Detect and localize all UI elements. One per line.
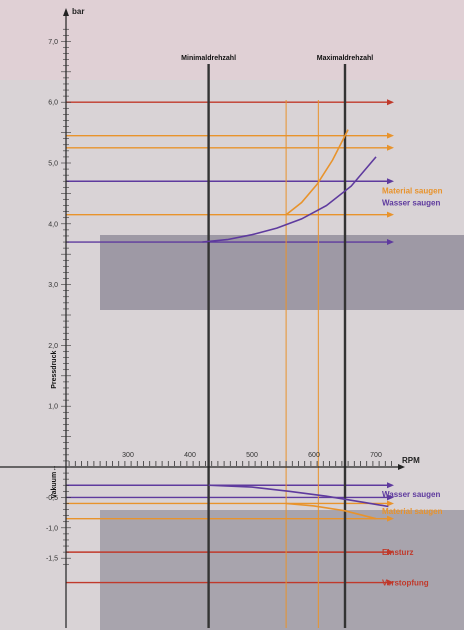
y-axis-label-negative: Vakuum <box>51 472 58 499</box>
svg-text:Vakuum: Vakuum <box>51 472 58 499</box>
level-arrow <box>387 515 394 522</box>
x-tick-label: 600 <box>308 452 320 459</box>
level-arrow <box>387 494 394 501</box>
y-axis-unit: bar <box>72 7 84 16</box>
svg-text:Pressdruck: Pressdruck <box>51 351 58 389</box>
x-tick-label: 700 <box>370 452 382 459</box>
annotation-label: Einsturz <box>382 548 414 557</box>
annotation-label: Wasser saugen <box>382 199 441 208</box>
y-tick-label: 5,0 <box>48 161 58 168</box>
annotation-label: Material saugen <box>382 186 443 195</box>
y-tick-label: 3,0 <box>48 282 58 289</box>
level-arrow <box>387 99 394 106</box>
y-tick-label: 1,0 <box>48 404 58 411</box>
level-arrow <box>387 579 394 586</box>
x-tick-label: 400 <box>184 452 196 459</box>
y-axis-label-positive: Pressdruck <box>51 351 58 389</box>
y-tick-label: 4,0 <box>48 221 58 228</box>
annotation-label: Verstopfung <box>382 579 429 588</box>
x-axis-arrow <box>398 464 405 470</box>
level-arrow <box>387 144 394 151</box>
y-tick-label: -1,0 <box>46 525 58 532</box>
level-arrow <box>387 132 394 139</box>
annotation-label: Material saugen <box>382 507 443 516</box>
annotation-label: Wasser saugen <box>382 490 441 499</box>
level-arrow <box>387 178 394 185</box>
level-arrow <box>387 482 394 489</box>
vertical-marker-label: Minimaldrehzahl <box>181 55 236 62</box>
level-arrow <box>387 239 394 246</box>
level-arrow <box>387 211 394 218</box>
x-axis-unit: RPM <box>402 456 420 465</box>
level-arrow <box>387 500 394 507</box>
y-tick-label: -1,5 <box>46 556 58 563</box>
level-arrow <box>387 549 394 556</box>
vertical-marker-label: Maximaldrehzahl <box>317 55 373 62</box>
x-tick-label: 500 <box>246 452 258 459</box>
y-tick-label: 7,0 <box>48 39 58 46</box>
y-tick-label: 6,0 <box>48 100 58 107</box>
x-tick-label: 300 <box>122 452 134 459</box>
series-line <box>286 502 377 520</box>
series-line <box>202 156 377 243</box>
series-line <box>208 484 389 508</box>
y-axis-arrow <box>63 8 69 16</box>
zero-divider-arrows: ↕ <box>53 465 57 472</box>
series-line <box>285 129 349 216</box>
y-tick-label: 2,0 <box>48 343 58 350</box>
y-tick-label: -0,5 <box>46 495 58 502</box>
